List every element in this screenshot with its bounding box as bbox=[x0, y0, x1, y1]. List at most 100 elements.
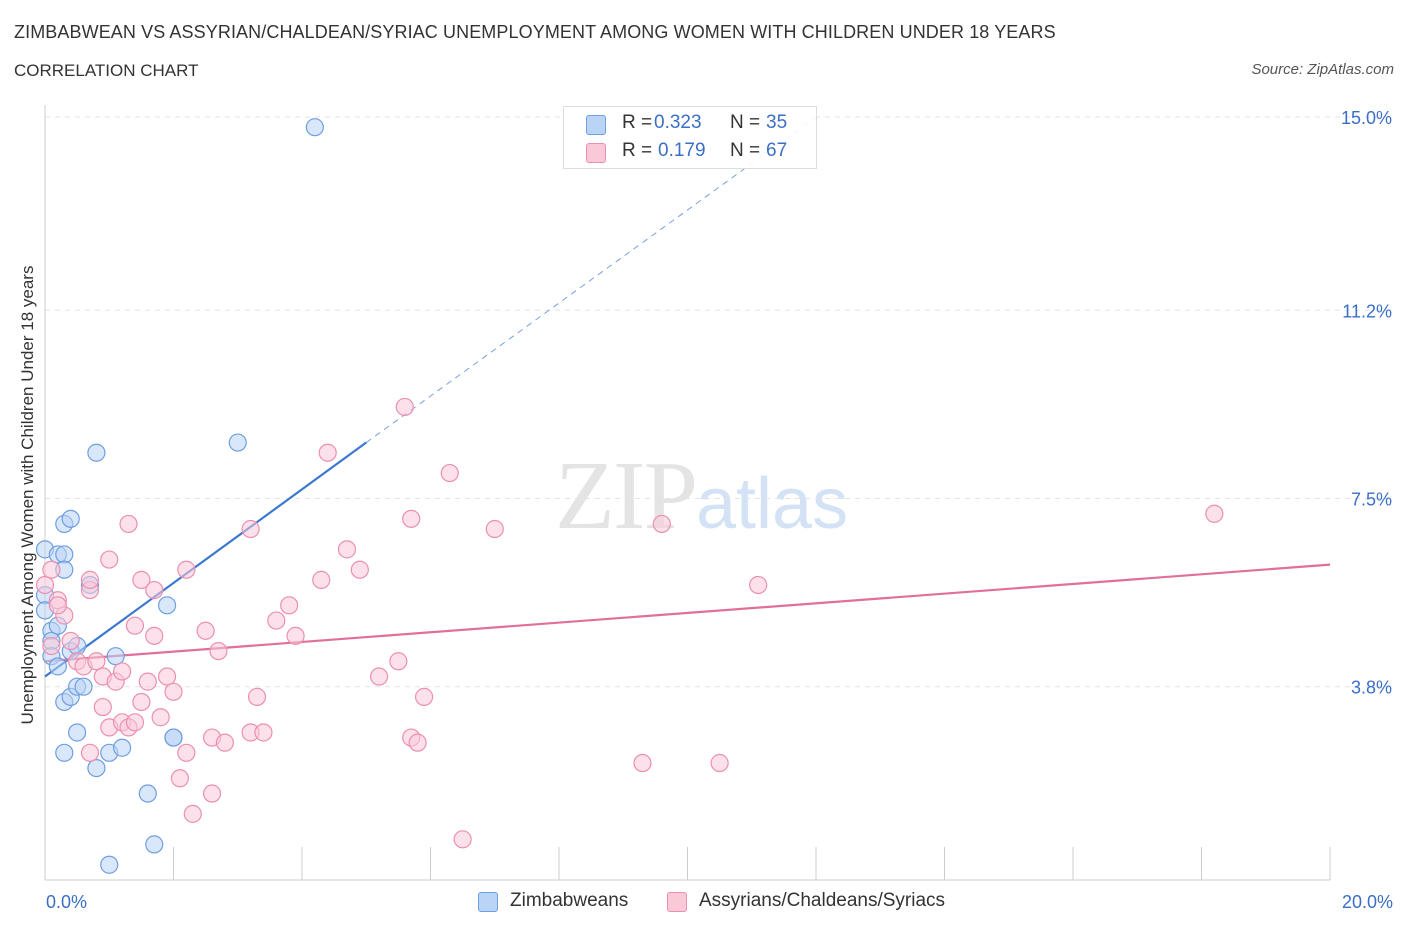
zimbabwean-point bbox=[87, 443, 106, 462]
assyrian-point bbox=[710, 753, 729, 773]
y-tick-label: 3.8% bbox=[1351, 678, 1392, 698]
assyrian-point bbox=[196, 621, 215, 640]
assyrian-point bbox=[61, 631, 80, 651]
assyrian-point bbox=[151, 708, 170, 727]
assyrian-point bbox=[132, 570, 151, 589]
assyrian-point bbox=[125, 616, 145, 635]
x-tick-label: 0.0% bbox=[46, 892, 87, 912]
assyrian-point bbox=[138, 672, 157, 691]
n-value-assyrians: 67 bbox=[766, 140, 788, 161]
assyrian-point bbox=[132, 692, 151, 712]
legend-label-zimbabweans: Zimbabweans bbox=[510, 890, 629, 911]
zimbabwean-point bbox=[138, 784, 157, 803]
n-label: N = bbox=[730, 112, 761, 133]
data-points bbox=[35, 118, 1224, 874]
zimbabwean-point bbox=[74, 677, 93, 696]
n-label: N = bbox=[730, 140, 761, 161]
assyrian-point bbox=[93, 697, 112, 717]
assyrian-point bbox=[402, 509, 421, 528]
source-credit: Source: ZipAtlas.com bbox=[1251, 61, 1394, 78]
chart-subtitle: CORRELATION CHART bbox=[14, 61, 199, 80]
assyrian-point bbox=[395, 397, 414, 417]
assyrian-trend-line bbox=[44, 563, 1331, 663]
assyrian-point bbox=[177, 743, 196, 762]
trend-lines bbox=[44, 116, 1331, 678]
assyrian-point bbox=[1205, 504, 1224, 523]
assyrian-point bbox=[202, 784, 222, 803]
zimbabwean-point bbox=[48, 657, 67, 676]
assyrian-point bbox=[749, 575, 768, 595]
r-value-zimbabweans: 0.323 bbox=[654, 112, 702, 133]
y-tick-label: 15.0% bbox=[1341, 108, 1392, 128]
axes bbox=[44, 105, 1331, 881]
zimbabwean-point bbox=[61, 509, 80, 528]
r-value-assyrians: 0.179 bbox=[658, 140, 706, 161]
zimbabwean-point bbox=[100, 855, 119, 874]
assyrian-point bbox=[408, 733, 427, 752]
zimbabwean-point bbox=[106, 647, 125, 666]
r-label: R = bbox=[622, 140, 653, 161]
chart-title: ZIMBABWEAN VS ASSYRIAN/CHALDEAN/SYRIAC U… bbox=[14, 22, 1056, 42]
zimbabwean-point bbox=[55, 743, 74, 762]
assyrian-point bbox=[177, 560, 196, 579]
assyrian-point bbox=[42, 560, 61, 579]
assyrian-point bbox=[157, 667, 177, 686]
zimbabwean-point bbox=[55, 545, 74, 564]
assyrian-point bbox=[80, 570, 100, 589]
zimbabwean-point bbox=[145, 835, 164, 854]
r-label: R = bbox=[622, 112, 653, 133]
assyrian-point bbox=[164, 682, 183, 701]
assyrian-point bbox=[35, 575, 55, 595]
y-tick-label: 7.5% bbox=[1351, 490, 1392, 510]
assyrian-point bbox=[183, 804, 202, 823]
assyrian-point bbox=[119, 514, 138, 534]
n-value-zimbabweans: 35 bbox=[766, 112, 788, 133]
watermark: ZIPatlas bbox=[555, 440, 848, 552]
assyrian-point bbox=[337, 540, 357, 559]
assyrian-point bbox=[241, 519, 260, 539]
assyrian-point bbox=[280, 596, 299, 615]
watermark-atlas: atlas bbox=[696, 464, 849, 544]
assyrian-point bbox=[125, 713, 145, 732]
assyrian-point bbox=[145, 626, 164, 645]
assyrian-point bbox=[48, 596, 67, 615]
legend-swatch-zimbabweans bbox=[478, 892, 498, 912]
assyrian-point bbox=[170, 769, 190, 788]
assyrian-point bbox=[652, 514, 671, 534]
zimbabwean-point bbox=[157, 596, 177, 615]
assyrian-point bbox=[286, 626, 305, 645]
assyrian-point bbox=[247, 687, 267, 706]
y-tick-label: 11.2% bbox=[1342, 301, 1392, 321]
assyrian-point bbox=[215, 733, 234, 752]
grid-lines bbox=[45, 116, 1390, 688]
zimbabwean-point bbox=[228, 433, 247, 452]
zimbabwean-point bbox=[87, 758, 106, 778]
assyrian-point bbox=[453, 830, 472, 849]
assyrian-point bbox=[87, 652, 106, 671]
legend-swatch-assyrians bbox=[667, 892, 687, 912]
zimbabwean-trend-extension bbox=[365, 116, 817, 443]
assyrian-point bbox=[209, 641, 228, 661]
assyrian-point bbox=[318, 443, 337, 462]
tick-labels: 3.8% 7.5% 11.2% 15.0% 0.0% 20.0% bbox=[46, 108, 1393, 912]
legend-swatch-assyrians bbox=[586, 143, 606, 163]
zimbabwean-point bbox=[112, 738, 132, 757]
assyrian-point bbox=[80, 743, 100, 762]
assyrian-point bbox=[414, 687, 434, 706]
x-tick-label: 20.0% bbox=[1342, 892, 1393, 912]
zimbabwean-point bbox=[305, 118, 324, 137]
zimbabwean-point bbox=[68, 723, 87, 742]
assyrian-point bbox=[312, 570, 331, 589]
assyrian-point bbox=[100, 550, 119, 569]
assyrian-point bbox=[389, 652, 408, 671]
zimbabwean-trend-line bbox=[44, 441, 367, 678]
y-axis-label: Unemployment Among Women with Children U… bbox=[18, 265, 37, 725]
assyrian-point bbox=[267, 611, 286, 630]
assyrian-point bbox=[145, 580, 164, 600]
legend-label-assyrians: Assyrians/Chaldeans/Syriacs bbox=[699, 890, 946, 911]
assyrian-point bbox=[633, 753, 652, 773]
assyrian-point bbox=[440, 463, 459, 483]
assyrian-point bbox=[350, 560, 369, 579]
assyrian-point bbox=[42, 636, 61, 656]
